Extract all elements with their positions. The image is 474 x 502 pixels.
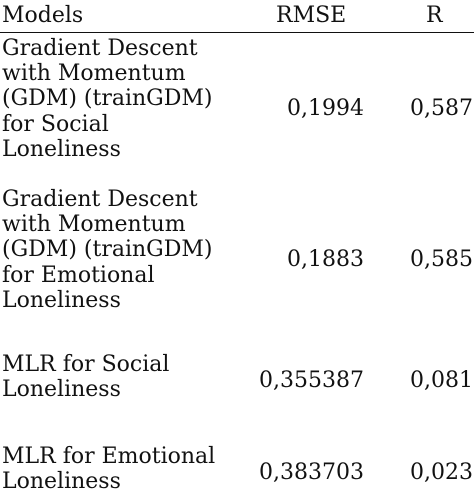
rmse-cell: 0,1883 — [287, 247, 364, 272]
model-name-cell: Gradient Descent with Momentum (GDM) (tr… — [2, 36, 213, 162]
rmse-cell: 0,383703 — [259, 460, 364, 485]
model-name-cell: Gradient Descent with Momentum (GDM) (tr… — [2, 187, 213, 313]
model-name-cell: MLR for Social Loneliness — [2, 352, 170, 403]
table-header: Models RMSE R — [0, 0, 474, 33]
r-cell: 0,587 — [410, 96, 473, 121]
header-r: R — [426, 3, 443, 28]
r-cell: 0,0238 — [410, 460, 474, 485]
r-cell: 0,585 — [410, 247, 473, 272]
rmse-cell: 0,1994 — [287, 96, 364, 121]
header-models: Models — [2, 3, 84, 28]
model-name-cell: MLR for Emotional Loneliness — [2, 444, 216, 495]
rmse-cell: 0,355387 — [259, 368, 364, 393]
r-cell: 0,0819 — [410, 368, 474, 393]
header-rmse: RMSE — [276, 3, 347, 28]
